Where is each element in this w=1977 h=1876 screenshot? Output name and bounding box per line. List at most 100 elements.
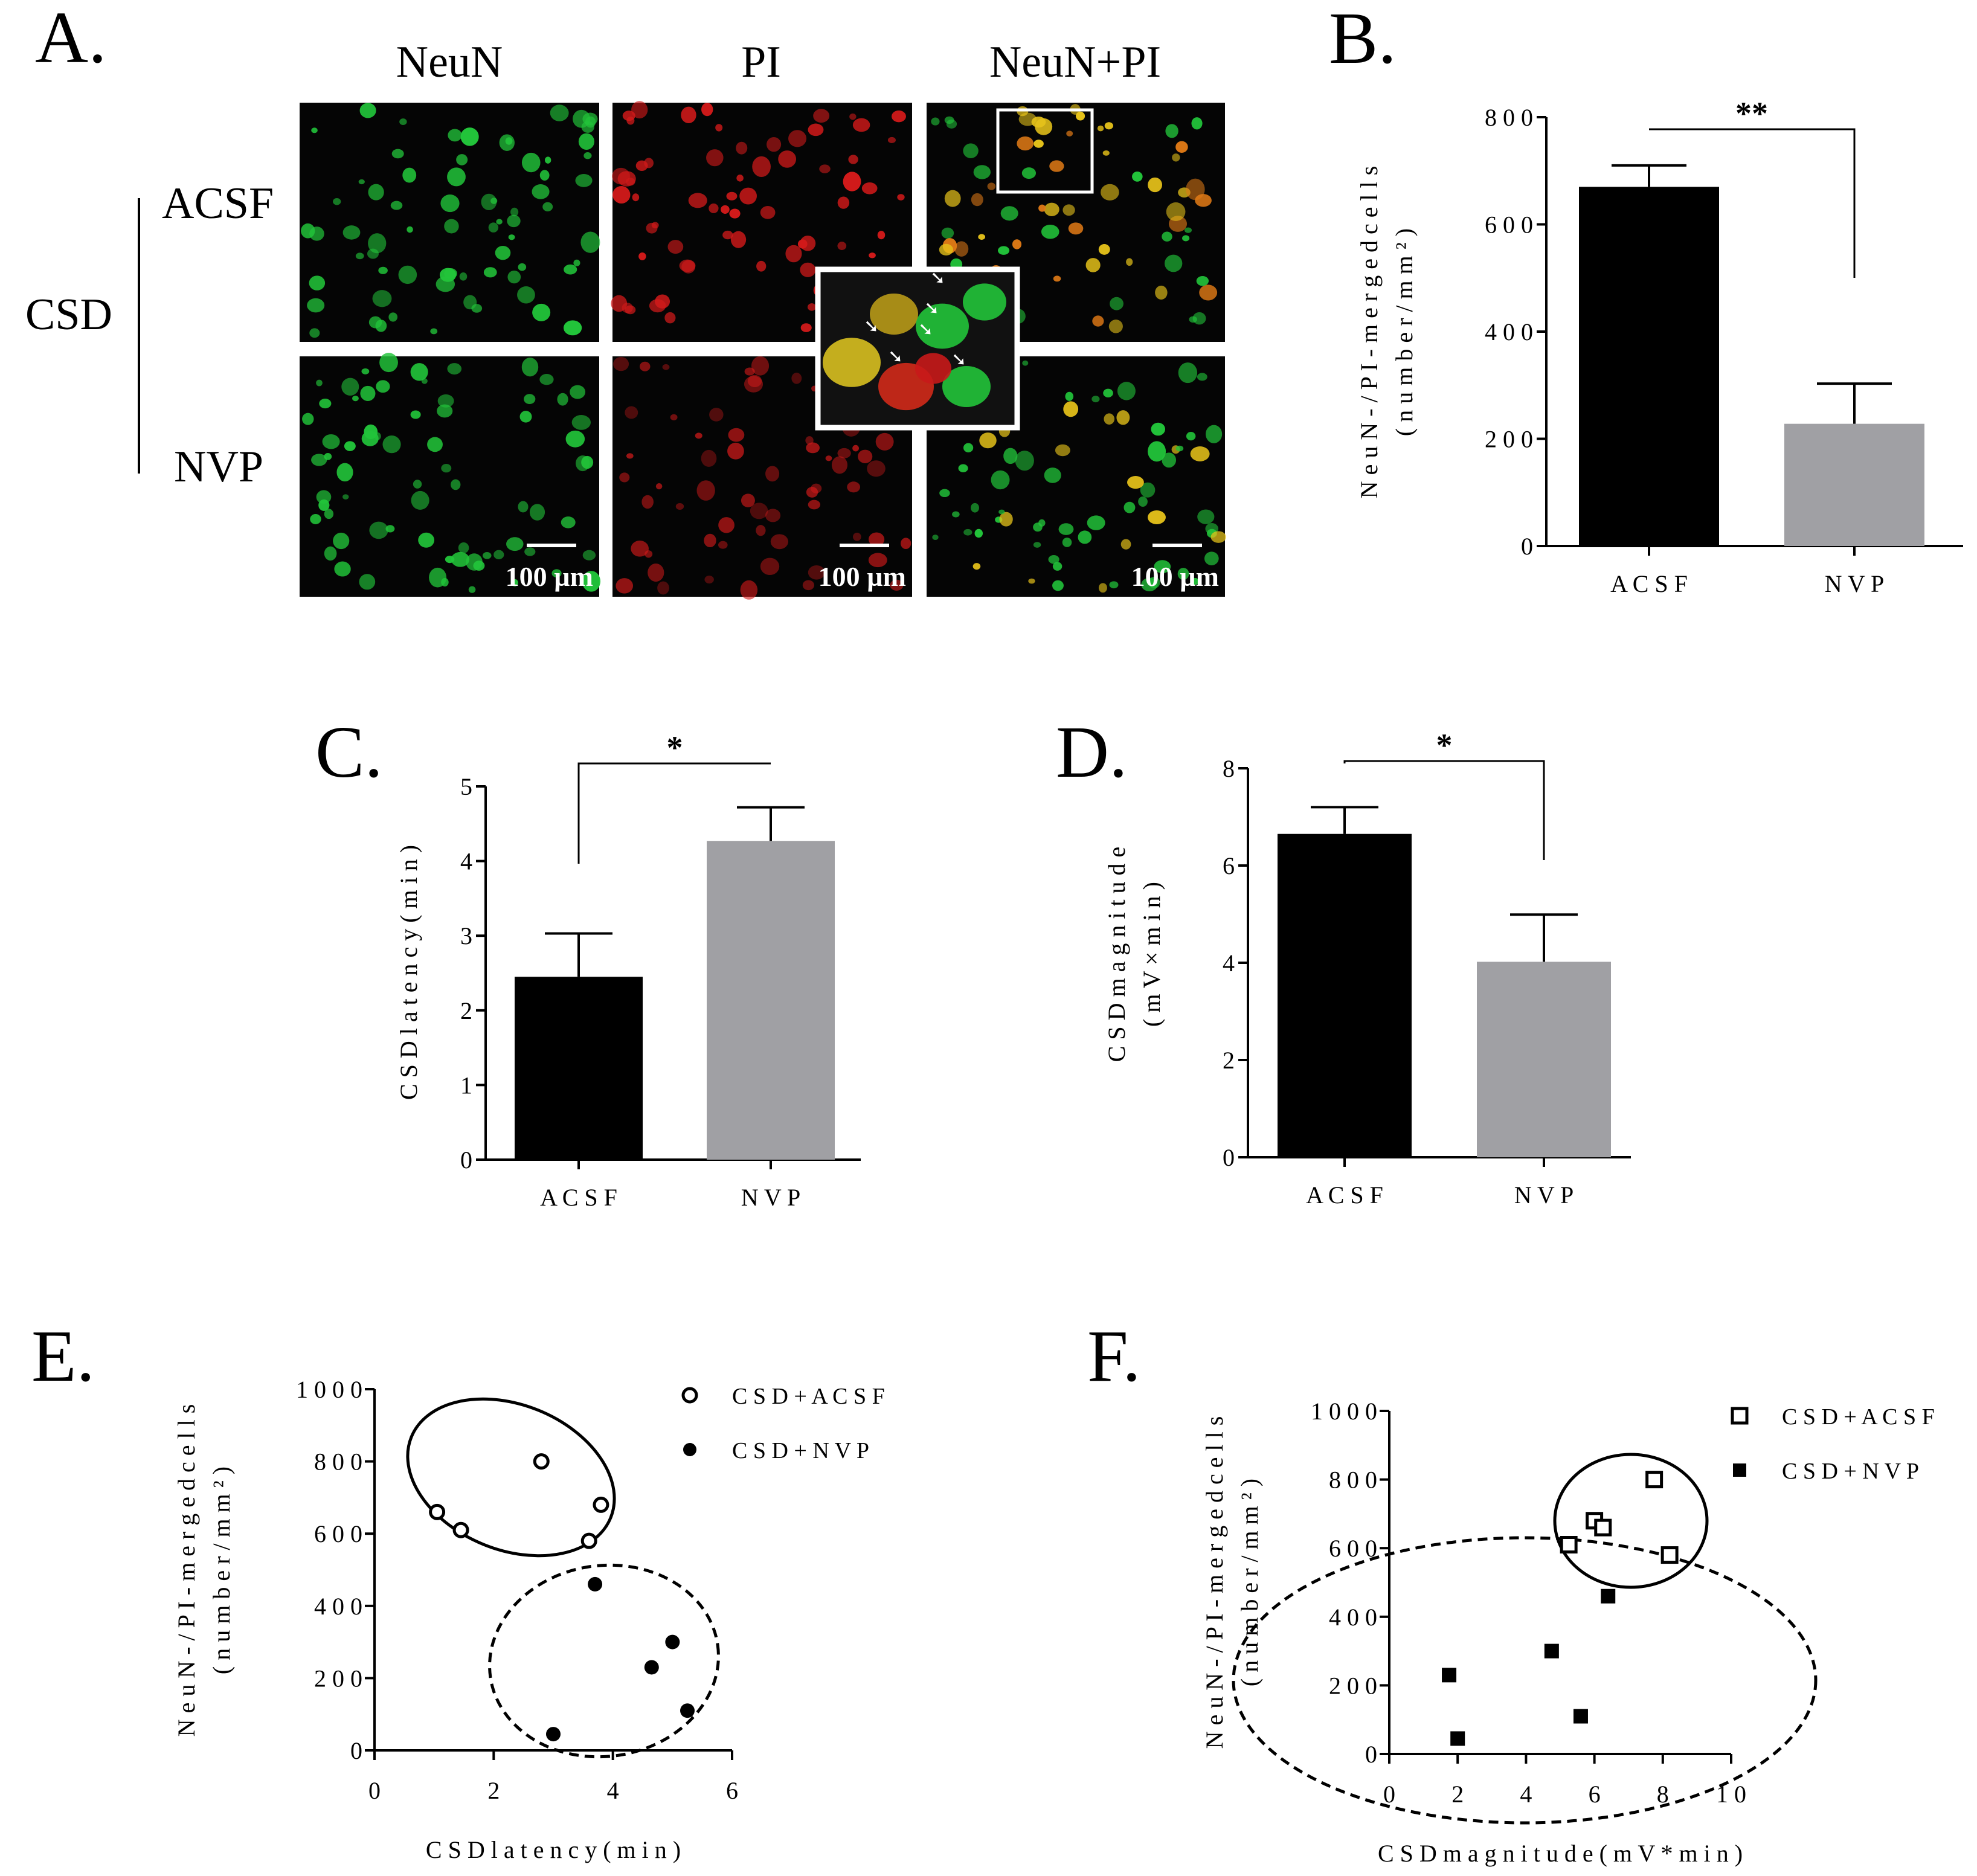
arrow-icon: ➘ [918,320,933,339]
cell-body [664,312,676,324]
cell-body [458,542,469,554]
scale-bar [1152,544,1202,547]
cell-body [736,175,744,182]
cell-body [963,143,979,158]
x-tick-label: A C S F [540,1184,617,1211]
x-tick-label: A C S F [1306,1181,1383,1209]
cell-body [1044,202,1059,216]
cell-body [1120,539,1131,550]
cell-body [813,109,830,123]
cell-body [1126,258,1133,266]
cell-body [334,561,351,577]
cell-body [571,415,591,430]
cell-body [307,298,325,313]
cell-body [1003,448,1018,464]
cell-body [675,503,684,510]
cell-body [890,579,904,591]
cell-body [877,231,886,240]
x-axis-label: C S D m a g n i t u d e ( m V * m i n ) [1378,1840,1743,1867]
cell-body [971,193,983,207]
cell-body [1101,184,1119,201]
cell-body [740,580,758,600]
cell-body [718,517,735,533]
cell-body [760,557,780,576]
cell-body [695,432,702,439]
bar-acsf [1579,187,1719,546]
cell-body [726,191,738,201]
data-point [546,1727,561,1742]
cell-body [998,509,1005,515]
cell-body [1000,206,1018,221]
cell-body [849,113,857,120]
cell-body [625,178,635,186]
cell-body [582,550,596,561]
acsf-cluster-ellipse [406,1397,616,1558]
cell-body [1189,316,1197,323]
cell-body [1015,451,1034,471]
cell-body [999,512,1013,527]
cell-body [718,541,728,549]
cell-body [1091,396,1100,403]
cell-body [368,233,387,254]
cell-body [1078,530,1092,544]
cell-body [518,263,527,271]
cell-body [441,464,452,473]
cell-body [460,127,479,146]
significance-marker: * [1436,727,1453,763]
cell-body [427,437,443,452]
y-tick-label: 6 0 0 [1329,1535,1377,1562]
y-tick-label: 2 0 0 [314,1665,362,1692]
cell-body [709,408,724,422]
cell-body [706,149,724,167]
cell-body [869,252,876,259]
cell-body [430,328,438,335]
cell-body [670,414,678,421]
cell-body [1185,227,1192,233]
cell-body [625,406,638,419]
cell-body [837,196,850,209]
cell-body [473,561,485,571]
cell-body [807,303,816,311]
cell-body [1191,577,1200,585]
data-point [533,1453,550,1470]
cell-body [324,453,332,460]
cell-body [974,528,983,538]
y-tick-label: 4 [1223,949,1235,977]
cell-body [728,428,745,442]
inset-cell [916,303,969,349]
cell-body [1197,373,1207,381]
cell-body [1012,239,1022,249]
cell-body [612,186,631,204]
cell-body [1108,320,1123,333]
cell-body [391,149,404,159]
cell-body [897,194,905,201]
cell-body [410,410,421,419]
cell-body [802,580,815,591]
y-tick-label: 8 [1223,755,1235,782]
cell-body [847,481,861,493]
cell-body [941,227,954,239]
y-tick-label: 0 [1223,1144,1235,1171]
cell-body [447,167,466,187]
cell-body [837,242,847,250]
cell-body [309,226,324,241]
cell-body [539,170,550,181]
cell-body [1110,297,1124,310]
cell-body [1049,160,1064,172]
cell-body [407,226,413,233]
y-tick-label: 2 0 0 [1329,1672,1377,1699]
cell-body [1058,523,1074,535]
cell-body [1196,275,1209,286]
cell-body [709,203,719,213]
x-tick-label: 4 [1520,1781,1532,1808]
cell-body [752,156,771,178]
cell-body [521,358,539,377]
cell-body [310,513,321,524]
cell-body [861,182,878,194]
cell-body [311,127,318,133]
cell-body [1044,467,1061,483]
cell-body [1017,136,1034,151]
arrow-icon: ➘ [888,347,903,367]
zoom-source-box [996,108,1094,194]
cell-body [788,130,807,147]
